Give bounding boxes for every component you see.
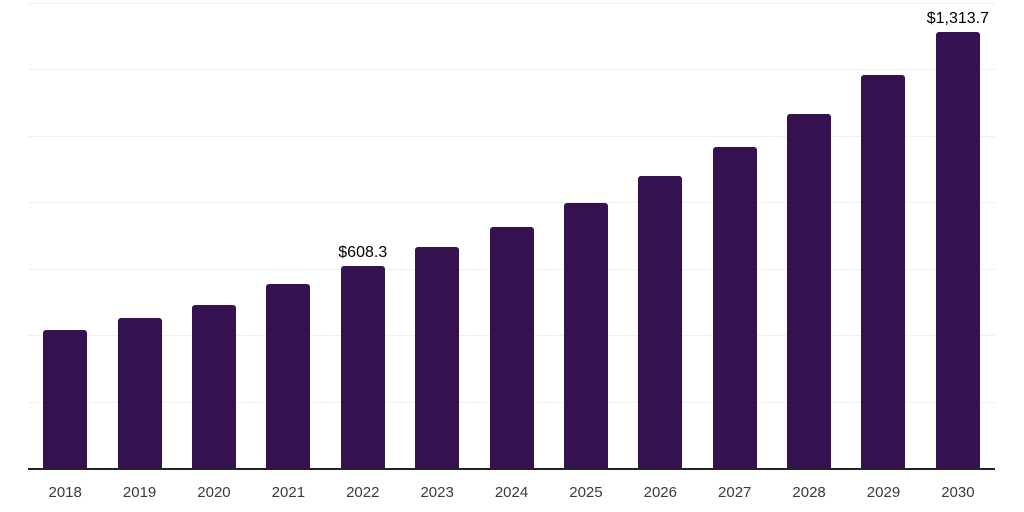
- bar-value-label-2030: $1,313.7: [926, 9, 990, 27]
- x-tick-label-2028: 2028: [792, 484, 826, 501]
- bar-slot-2023: [400, 3, 474, 468]
- bar-2024: [489, 227, 534, 468]
- bar-2029: [861, 74, 906, 468]
- bar-2020: [191, 305, 236, 468]
- bar-2022: [340, 265, 385, 468]
- bar-slot-2028: [772, 3, 846, 468]
- bars-row: $608.3 $1,313.7: [28, 3, 995, 468]
- bar-slot-2020: [177, 3, 251, 468]
- bar-value-label-2022: $608.3: [338, 243, 388, 261]
- bar-slot-2022: $608.3: [326, 3, 400, 468]
- x-tick-label-2022: 2022: [346, 484, 380, 501]
- bar-2028: [787, 114, 832, 468]
- gridline-1400: [28, 3, 995, 4]
- x-tick-label-2025: 2025: [569, 484, 603, 501]
- x-tick-label-2030: 2030: [941, 484, 975, 501]
- bar-2023: [415, 247, 460, 468]
- bar-2030: [935, 31, 980, 468]
- bar-slot-2030: $1,313.7: [921, 3, 995, 468]
- bar-2026: [638, 175, 683, 468]
- x-tick-label-2021: 2021: [271, 484, 306, 501]
- x-tick-label-2024: 2024: [494, 484, 529, 501]
- bar-slot-2018: [28, 3, 102, 468]
- bar-slot-2026: [623, 3, 697, 468]
- x-axis: 2018 2019 2020 2021 2022 2023 2024 2025 2026 2027…: [28, 484, 995, 502]
- bar-slot-2019: [102, 3, 176, 468]
- gridline-800: [28, 202, 995, 204]
- x-tick-label-2020: 2020: [197, 484, 231, 501]
- x-tick-label-2029: 2029: [866, 484, 901, 501]
- bar-2025: [563, 203, 608, 468]
- bar-slot-2021: [251, 3, 325, 468]
- x-tick-label-2023: 2023: [420, 484, 454, 501]
- bar-2021: [266, 283, 311, 468]
- x-tick-label-2026: 2026: [643, 484, 677, 501]
- bar-2019: [117, 318, 162, 468]
- x-tick-label-2018: 2018: [48, 484, 82, 501]
- bar-slot-2027: [698, 3, 772, 468]
- bar-2027: [712, 146, 757, 468]
- x-tick-label-2027: 2027: [718, 484, 752, 501]
- bar-slot-2025: [549, 3, 623, 468]
- bar-slot-2024: [474, 3, 548, 468]
- bar-slot-2029: [846, 3, 920, 468]
- gridline-1000: [28, 135, 995, 137]
- gridline-1200: [28, 69, 995, 71]
- plot-area: $608.3 $1,313.7: [28, 3, 995, 470]
- bar-2018: [43, 330, 88, 468]
- x-tick-label-2019: 2019: [122, 484, 157, 501]
